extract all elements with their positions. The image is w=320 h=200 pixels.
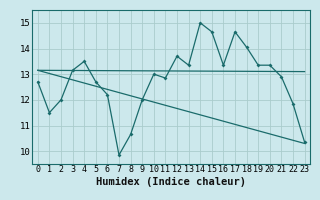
X-axis label: Humidex (Indice chaleur): Humidex (Indice chaleur) <box>96 177 246 187</box>
